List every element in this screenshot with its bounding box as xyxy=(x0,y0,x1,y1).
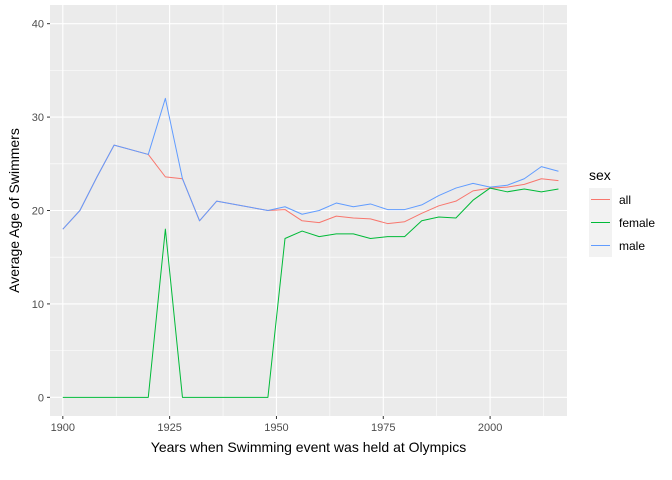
major-gridlines xyxy=(50,5,567,416)
y-axis-title: Average Age of Swimmers xyxy=(6,128,22,293)
series-lines xyxy=(62,97,559,398)
y-tick-label: 20 xyxy=(32,206,44,218)
y-tick-label: 30 xyxy=(32,112,44,124)
y-tick-label: 0 xyxy=(38,392,44,404)
legend-title: sex xyxy=(589,167,611,183)
legend-label-male: male xyxy=(619,239,645,253)
legend: sex all female male xyxy=(589,167,655,257)
series-line-all xyxy=(62,144,559,230)
x-axis-ticks: 1900 1925 1950 1975 2000 xyxy=(51,416,502,434)
x-tick-label: 2000 xyxy=(478,422,502,434)
y-axis-ticks: 0 10 20 30 40 xyxy=(32,19,50,404)
y-tick-label: 10 xyxy=(32,299,44,311)
y-tick-label: 40 xyxy=(32,19,44,31)
x-tick-label: 1950 xyxy=(264,422,288,434)
series-line-male xyxy=(62,97,559,230)
x-tick-label: 1975 xyxy=(371,422,395,434)
x-axis-title: Years when Swimming event was held at Ol… xyxy=(151,439,466,455)
legend-label-all: all xyxy=(619,193,631,207)
x-tick-label: 1925 xyxy=(157,422,181,434)
x-tick-label: 1900 xyxy=(51,422,75,434)
legend-label-female: female xyxy=(619,216,655,230)
series-line-female xyxy=(62,187,559,398)
